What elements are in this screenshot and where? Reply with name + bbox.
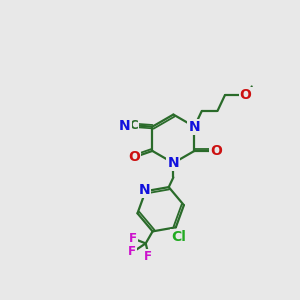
- Text: N: N: [119, 118, 130, 133]
- Text: O: O: [210, 144, 222, 158]
- Text: O: O: [128, 150, 140, 164]
- Text: Cl: Cl: [171, 230, 186, 244]
- Text: F: F: [144, 250, 152, 263]
- Text: N: N: [139, 183, 150, 197]
- Text: C: C: [129, 119, 138, 132]
- Text: N: N: [168, 156, 179, 170]
- Text: N: N: [189, 120, 200, 134]
- Text: O: O: [240, 88, 252, 102]
- Text: F: F: [128, 245, 136, 258]
- Text: F: F: [129, 232, 137, 245]
